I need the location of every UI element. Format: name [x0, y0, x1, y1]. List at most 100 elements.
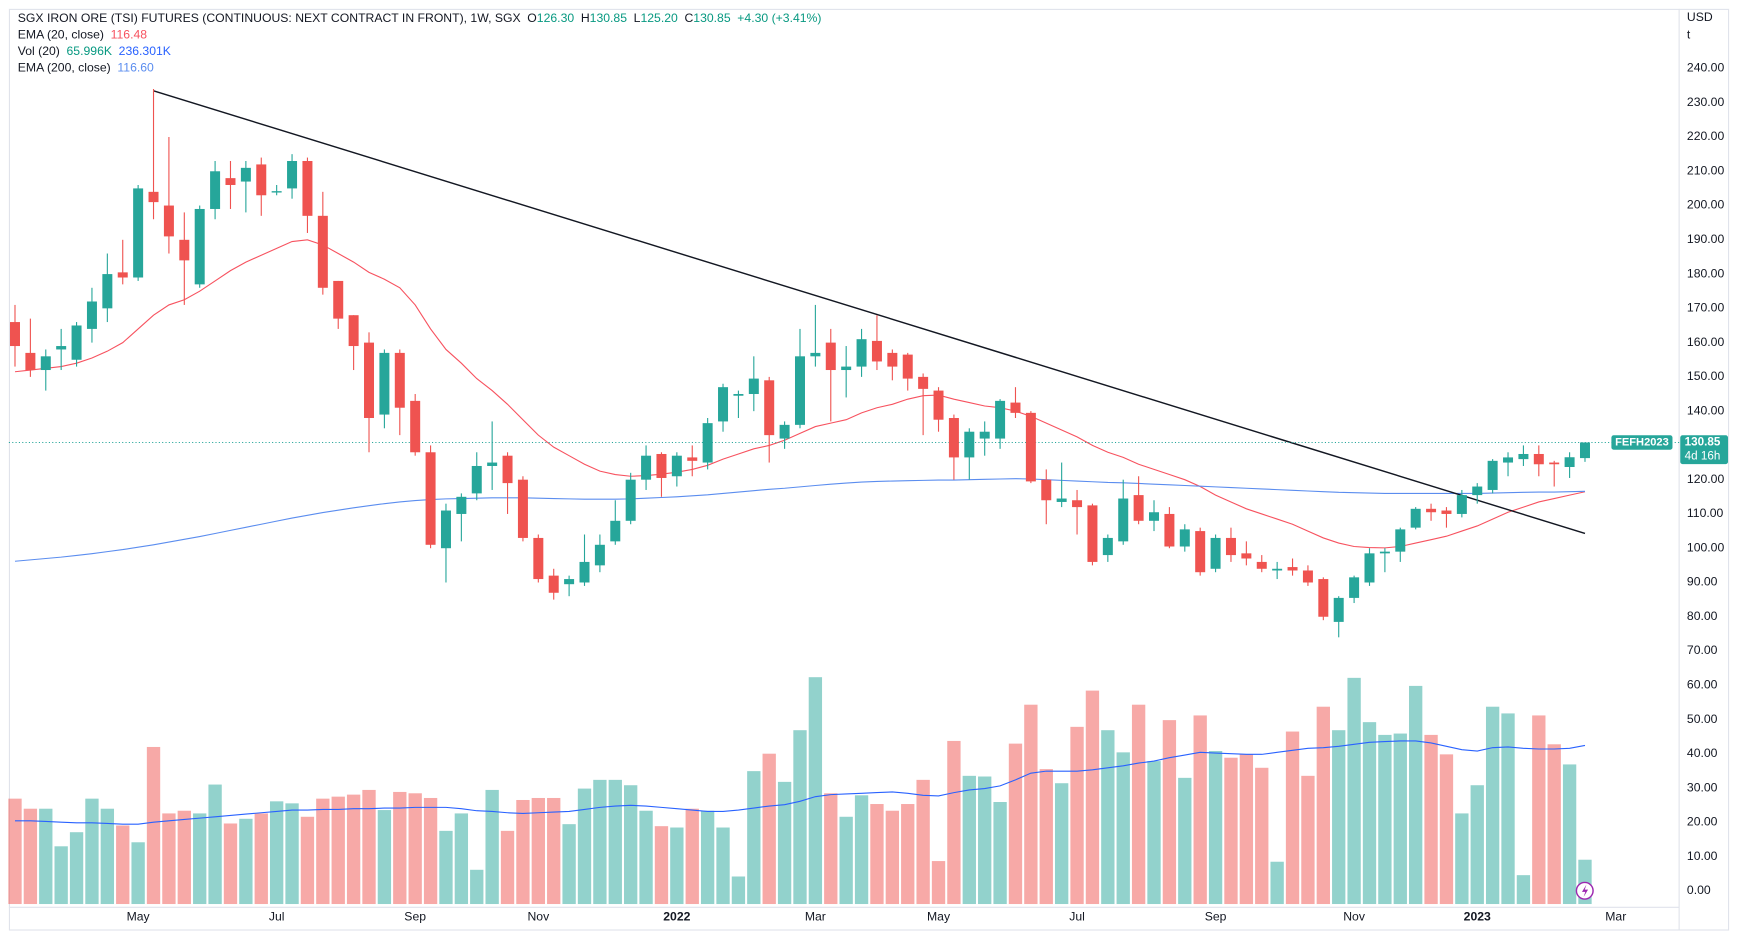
candle-body: [502, 455, 513, 484]
volume-bar: [931, 861, 946, 905]
candle-body: [948, 418, 959, 458]
y-tick-label: 220.00: [1687, 129, 1725, 143]
candle-body: [1564, 457, 1575, 468]
volume-bar: [1024, 704, 1038, 905]
candle-body: [102, 274, 113, 309]
candle-body: [733, 394, 744, 396]
candle-body: [71, 325, 82, 360]
volume-bar: [254, 813, 268, 905]
candle-body: [610, 520, 621, 542]
ema20-legend: EMA (20, close) 116.48: [18, 28, 148, 42]
candle-body: [163, 205, 174, 237]
volume-bar: [624, 785, 638, 905]
ema200-legend: EMA (200, close) 116.60: [18, 61, 154, 75]
candle-body: [1533, 453, 1544, 465]
candle-body: [1149, 512, 1160, 521]
candle-body: [1195, 531, 1206, 573]
candle-body: [702, 423, 713, 463]
candle-body: [256, 164, 267, 196]
candle-body: [1287, 567, 1298, 571]
volume-ma-value: 236.301K: [119, 44, 171, 58]
x-tick-label: 2023: [1464, 910, 1491, 924]
volume-bar: [808, 677, 823, 905]
close-prefix: C: [684, 11, 693, 25]
candle-body: [1426, 508, 1437, 513]
volume-bar: [916, 779, 930, 905]
candle-body: [794, 356, 805, 425]
candle-body: [471, 465, 482, 494]
volume-bar: [1147, 761, 1161, 905]
candle-body: [210, 171, 221, 209]
candle-body: [440, 510, 451, 549]
volume-bar: [1393, 733, 1407, 905]
candle-body: [641, 455, 652, 480]
volume-bar: [377, 810, 392, 905]
volume-bar: [1255, 767, 1269, 905]
volume-bar: [1178, 777, 1192, 905]
candle-body: [902, 354, 913, 379]
currency: USD: [1687, 10, 1713, 24]
volume-bar: [1285, 731, 1300, 905]
y-tick-label: 30.00: [1687, 780, 1718, 794]
y-tick-label: 240.00: [1687, 61, 1725, 75]
candle-body: [1225, 537, 1236, 556]
candle-body: [194, 208, 205, 285]
x-tick-label: Mar: [805, 910, 826, 924]
volume-bar: [1301, 775, 1315, 905]
candle-body: [394, 352, 405, 408]
candle-body: [1241, 553, 1252, 559]
volume-bar: [8, 798, 22, 905]
candle-body: [425, 452, 436, 545]
volume-bar: [1070, 726, 1084, 905]
candle-body: [1333, 597, 1344, 622]
x-tick-label: Sep: [1205, 910, 1227, 924]
volume-bar: [1131, 704, 1146, 905]
volume-bar: [1270, 861, 1284, 905]
candle-body: [86, 301, 97, 329]
candle-body: [1364, 553, 1375, 583]
candle-body: [410, 400, 421, 453]
volume-bar: [239, 818, 253, 905]
volume-bar: [393, 791, 407, 905]
symbol-label: FEFH2023: [1615, 436, 1669, 448]
candle-body: [9, 322, 20, 347]
price-label-box: [1680, 435, 1729, 465]
volume-bar: [285, 803, 299, 905]
candle-body: [56, 346, 67, 350]
volume-bar: [1562, 764, 1577, 905]
volume-bar: [700, 810, 715, 905]
candle-body: [1041, 479, 1052, 501]
volume-bar: [346, 794, 361, 905]
candle-body: [564, 579, 575, 585]
low-value: 125.20: [640, 11, 678, 25]
volume-bar: [1162, 720, 1177, 905]
volume-bar: [1239, 754, 1254, 905]
volume-bar: [23, 808, 38, 905]
candle-body: [1579, 442, 1590, 459]
volume-bar: [577, 788, 592, 905]
x-tick-label: Jul: [1069, 910, 1085, 924]
y-tick-label: 110.00: [1687, 506, 1724, 520]
candle-body: [533, 537, 544, 580]
candle-body: [1472, 486, 1483, 496]
volume-bar: [685, 808, 699, 905]
volume-bar: [1485, 706, 1500, 905]
candle-body: [1549, 462, 1560, 465]
change-value: +4.30 (+3.41%): [737, 11, 821, 25]
candle-body: [825, 342, 836, 371]
candle-body: [1272, 568, 1283, 571]
volume-bar: [470, 869, 484, 905]
replay-icon-bolt[interactable]: [1581, 884, 1589, 897]
high-value: 130.85: [590, 11, 628, 25]
candle-body: [1087, 505, 1098, 562]
candle-body: [1025, 412, 1036, 482]
replay-icon[interactable]: [1575, 881, 1594, 900]
volume-bar: [1193, 715, 1207, 905]
volume-bar: [146, 746, 161, 905]
candle-body: [379, 352, 390, 415]
y-tick-label: 80.00: [1687, 609, 1718, 623]
volume-ma-line: [14, 740, 1586, 825]
volume-bar: [316, 798, 330, 905]
